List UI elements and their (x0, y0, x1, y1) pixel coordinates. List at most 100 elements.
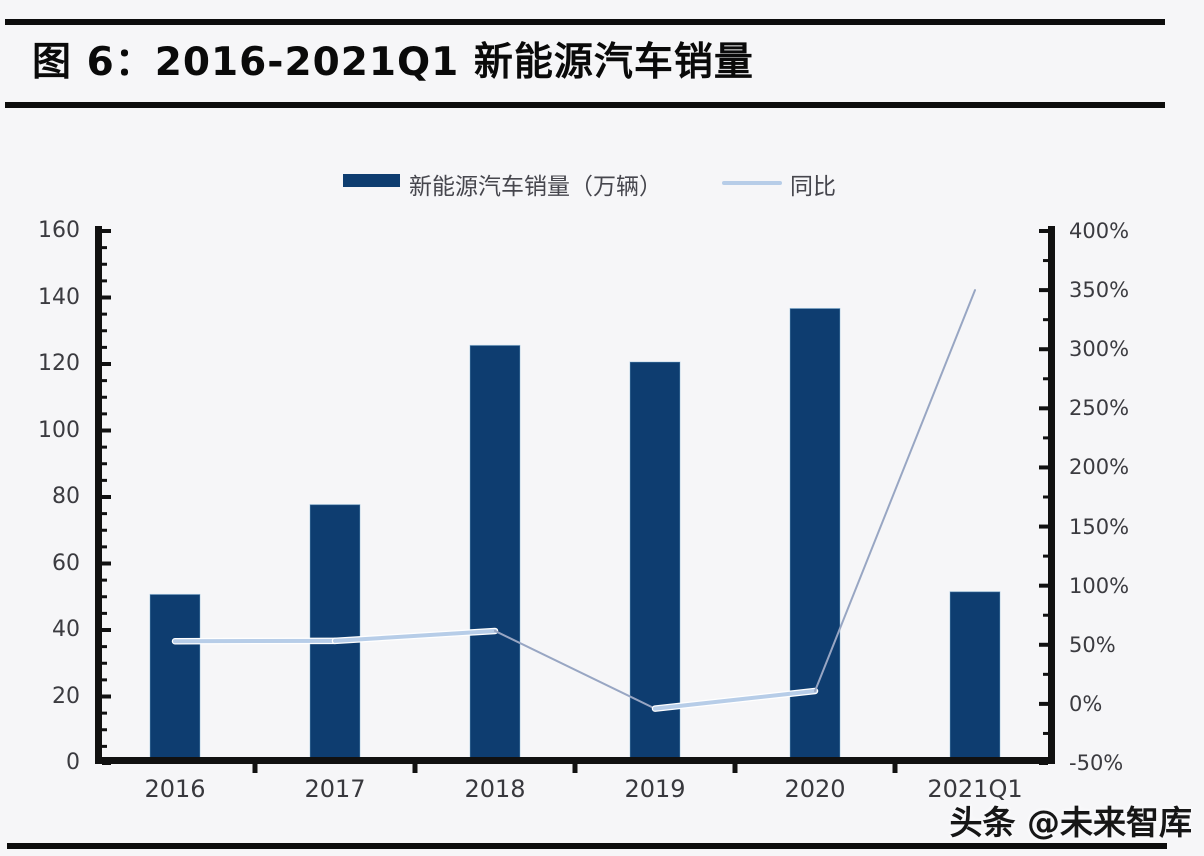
sales-bar-legend-swatch (343, 174, 400, 187)
left-axis-tick (102, 362, 111, 366)
left-axis-tick (102, 545, 107, 549)
left-axis-tick (102, 645, 107, 649)
right-y-axis (1048, 226, 1055, 763)
yoy-line-legend-swatch (722, 181, 782, 185)
left-axis-tick-label: 0 (66, 750, 80, 775)
right-axis-tick (1039, 583, 1048, 588)
left-axis-tick-label: 60 (52, 550, 80, 576)
right-axis-tick-label: -50% (1069, 751, 1124, 775)
yoy-legend-label: 同比 (790, 174, 836, 200)
right-axis-tick (1043, 613, 1048, 617)
yoy-line-segment (333, 628, 497, 643)
left-axis-tick (102, 578, 107, 582)
x-axis-tick (572, 764, 578, 773)
left-axis-tick-label: 120 (38, 351, 80, 376)
title-underline-rule (5, 102, 1165, 108)
left-axis-tick-label: 100 (38, 417, 80, 443)
sales-bar-2019 (629, 361, 681, 764)
x-axis-tick (892, 764, 898, 773)
right-axis-tick (1039, 288, 1048, 293)
right-axis-tick (1043, 318, 1048, 322)
yoy-line-segment (494, 629, 656, 710)
left-axis-tick (102, 345, 107, 349)
right-axis-tick (1039, 465, 1048, 470)
left-axis-tick (102, 694, 111, 699)
x-axis-category-label: 2020 (784, 775, 846, 803)
right-axis-tick-label: 100% (1069, 573, 1130, 598)
left-axis-tick (102, 412, 107, 416)
left-axis-tick (102, 279, 107, 283)
right-axis-tick (1043, 377, 1048, 381)
sales-bar-2017 (309, 504, 361, 764)
left-axis-tick (102, 428, 111, 433)
left-axis-tick (102, 229, 111, 233)
bottom-rule (7, 843, 1167, 849)
left-axis-tick (102, 678, 107, 682)
yoy-line-segment (814, 289, 976, 693)
x-axis-category-label: 2018 (464, 775, 526, 803)
right-axis-tick-label: 150% (1069, 514, 1130, 539)
top-rule (5, 19, 1165, 25)
left-axis-tick (102, 611, 107, 615)
right-axis-tick (1043, 672, 1048, 676)
left-axis-tick (102, 512, 107, 516)
left-axis-tick (102, 744, 107, 748)
x-axis-tick (732, 764, 738, 773)
right-axis-tick (1043, 554, 1048, 558)
left-axis-tick (102, 462, 107, 466)
x-axis-category-label: 2019 (624, 775, 686, 803)
left-axis-tick (102, 329, 107, 333)
right-axis-tick (1039, 406, 1048, 411)
left-axis-tick (102, 528, 107, 532)
left-axis-tick (102, 628, 111, 632)
x-axis-category-label: 2016 (144, 775, 206, 803)
right-axis-tick-label: 200% (1069, 455, 1130, 480)
right-axis-tick (1043, 731, 1048, 735)
x-axis (95, 757, 1055, 764)
right-axis-tick (1039, 701, 1048, 706)
left-axis-tick-label: 160 (38, 218, 80, 243)
sales-legend-label: 新能源汽车销量（万辆） (409, 174, 662, 200)
x-axis-tick (412, 764, 418, 773)
yoy-line-segment (653, 689, 817, 711)
left-axis-tick-label: 80 (52, 484, 80, 509)
sales-bar-2020 (789, 307, 841, 764)
right-axis-tick-label: 0% (1069, 691, 1103, 716)
left-axis-tick (102, 445, 107, 449)
left-axis-tick (102, 711, 107, 715)
left-axis-tick (102, 495, 111, 499)
sales-bar-2021Q1 (949, 591, 1001, 764)
left-axis-tick (102, 295, 111, 300)
right-axis-tick (1039, 347, 1048, 352)
right-axis-tick-label: 50% (1069, 632, 1116, 657)
right-axis-tick (1043, 259, 1048, 263)
right-axis-tick (1039, 761, 1048, 765)
right-axis-tick-label: 350% (1069, 278, 1130, 303)
left-axis-tick (102, 595, 107, 599)
left-axis-tick (102, 395, 107, 399)
left-axis-tick (102, 728, 107, 732)
right-axis-tick-label: 300% (1069, 337, 1130, 362)
left-axis-tick-label: 20 (52, 683, 80, 709)
left-axis-tick (102, 312, 107, 316)
left-axis-tick (102, 246, 107, 250)
left-axis-tick (102, 761, 111, 765)
figure-title: 图 6：2016-2021Q1 新能源汽车销量 (32, 40, 754, 85)
right-axis-tick (1039, 524, 1048, 529)
x-axis-category-label: 2017 (304, 775, 366, 803)
sales-bar-2018 (469, 344, 521, 764)
left-axis-tick (102, 379, 107, 383)
right-axis-tick (1043, 436, 1048, 440)
right-axis-tick-label: 400% (1069, 219, 1130, 243)
left-axis-tick-label: 140 (38, 284, 80, 310)
sales-bar-2016 (149, 593, 201, 764)
left-axis-tick-label: 40 (52, 617, 80, 642)
left-y-axis (95, 226, 102, 763)
x-axis-tick (252, 764, 258, 773)
left-axis-tick (102, 262, 107, 266)
right-axis-tick (1043, 495, 1048, 499)
right-axis-tick (1039, 642, 1048, 647)
left-axis-tick (102, 661, 107, 665)
